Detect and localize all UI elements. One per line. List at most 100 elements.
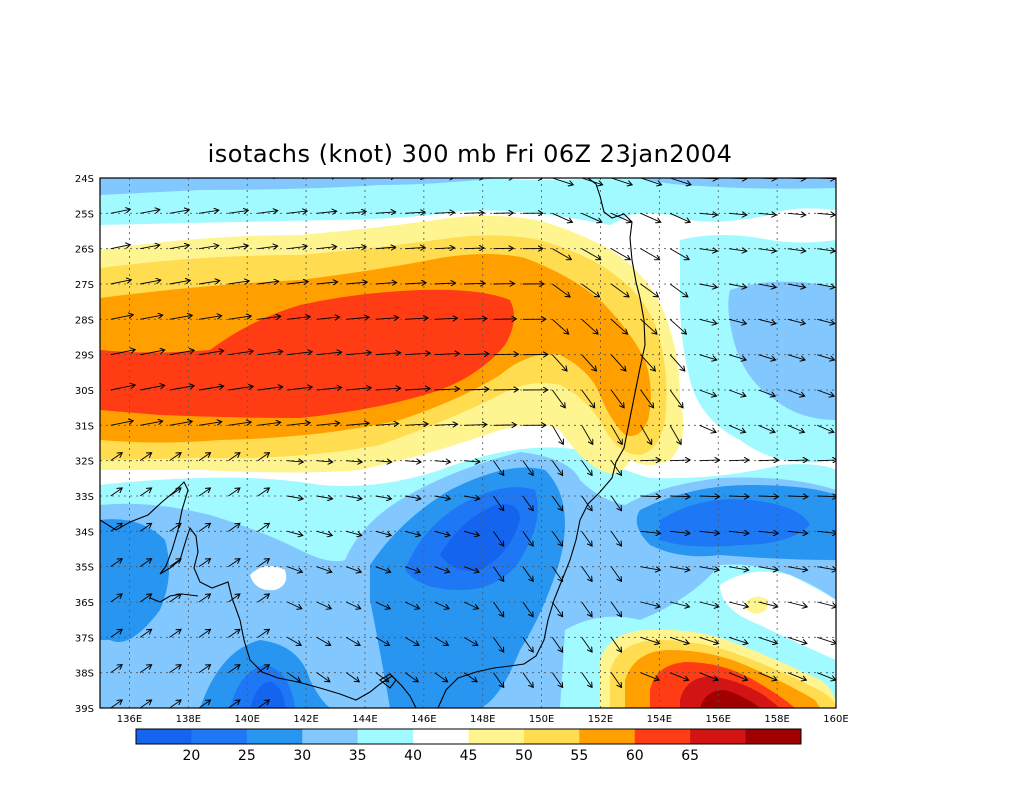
wind-arrow (817, 354, 834, 360)
wind-arrow (610, 672, 621, 688)
wind-arrow (346, 423, 369, 425)
wind-arrow (787, 531, 808, 533)
wind-arrow (758, 601, 777, 607)
colorbar-labels: 20 25 30 35 40 45 50 55 60 65 (183, 748, 700, 764)
wind-arrow (375, 566, 391, 572)
wind-arrow (110, 385, 135, 391)
wind-arrow (287, 352, 312, 355)
wind-arrow (728, 707, 730, 708)
wind-arrow (552, 212, 572, 222)
wind-arrow (787, 636, 807, 643)
wind-arrow (640, 566, 661, 570)
wind-arrow (610, 318, 627, 334)
wind-arrow (169, 594, 181, 603)
wind-arrow (552, 318, 568, 334)
wind-arrow (758, 496, 778, 497)
lon-tick-label: 136E (117, 714, 142, 725)
wind-arrow (699, 213, 718, 215)
lon-tick-label: 150E (529, 714, 554, 725)
wind-arrow (640, 248, 660, 260)
wind-arrow (139, 453, 151, 462)
wind-arrow (758, 424, 775, 432)
lon-tick-label: 158E (764, 714, 789, 725)
wind-arrow (316, 672, 330, 682)
zone-30-35-east (728, 281, 836, 420)
wind-arrow (139, 594, 151, 603)
wind-arrow (787, 566, 808, 570)
wind-arrow (699, 460, 720, 461)
wind-arrow (257, 211, 278, 214)
wind-arrow (228, 316, 251, 320)
wind-arrow (728, 601, 748, 607)
wind-arrow (287, 530, 302, 535)
wind-arrow (346, 461, 362, 462)
wind-arrow (817, 424, 834, 432)
lon-tick-label: 148E (470, 714, 495, 725)
wind-arrow (551, 601, 562, 617)
wind-arrow (817, 531, 836, 533)
wind-arrow (640, 460, 661, 461)
wind-arrow (198, 700, 210, 708)
lat-tick-label: 34S (75, 527, 94, 538)
wind-arrow (758, 284, 776, 287)
wind-arrow (699, 249, 718, 252)
wind-arrow (551, 637, 562, 652)
wind-arrow (405, 530, 420, 535)
wind-arrow (581, 637, 592, 652)
wind-arrow (316, 423, 340, 425)
wind-arrow (640, 672, 660, 680)
wind-arrow (140, 385, 165, 391)
wind-arrow (728, 496, 749, 497)
wind-arrow (198, 559, 210, 568)
wind-arrow (110, 594, 122, 603)
wind-arrow (817, 460, 836, 461)
wind-arrow (198, 281, 220, 285)
wind-arrow (551, 531, 562, 546)
wind-arrow (198, 422, 222, 426)
colorbar-bin (191, 729, 248, 744)
wind-arrow (787, 284, 806, 287)
wind-arrow (169, 488, 181, 497)
lat-tick-label: 36S (75, 598, 94, 609)
wind-arrow (434, 566, 450, 572)
wind-arrow (198, 488, 210, 497)
wind-arrow (346, 247, 366, 249)
colorbar-label: 35 (349, 748, 367, 764)
wind-arrow (669, 178, 691, 185)
wind-arrow (287, 387, 312, 390)
wind-arrow (610, 495, 621, 511)
wind-arrow (463, 283, 485, 284)
colorbar-label: 30 (293, 748, 311, 764)
wind-arrow (522, 531, 533, 546)
wind-arrow (316, 282, 338, 284)
wind-arrow (316, 566, 332, 572)
lat-tick-label: 33S (75, 492, 94, 503)
wind-arrow (787, 389, 805, 396)
colorbar-bin (690, 729, 747, 744)
wind-arrow (140, 210, 160, 214)
lat-tick-label: 26S (75, 245, 94, 256)
wind-arrow (375, 318, 399, 320)
wind-arrow (316, 387, 342, 390)
wind-arrow (257, 246, 278, 249)
lat-tick-label: 25S (75, 209, 94, 220)
wind-arrow (375, 672, 389, 682)
wind-arrow (198, 351, 224, 356)
lon-tick-label: 154E (647, 714, 672, 725)
lon-tick-label: 160E (823, 714, 848, 725)
wind-arrow (581, 495, 592, 511)
wind-arrow (640, 318, 657, 334)
wind-arrow (287, 496, 303, 499)
wind-arrow (699, 672, 719, 680)
wind-arrow (110, 488, 122, 497)
wind-arrow (404, 566, 420, 572)
wind-arrow (375, 461, 392, 462)
wind-arrow (670, 566, 690, 570)
wind-arrow (110, 280, 132, 285)
wind-arrow (316, 461, 333, 462)
wind-arrow (669, 212, 690, 222)
wind-arrow (581, 389, 595, 408)
lon-tick-label: 144E (352, 714, 377, 725)
wind-arrow (287, 282, 308, 284)
